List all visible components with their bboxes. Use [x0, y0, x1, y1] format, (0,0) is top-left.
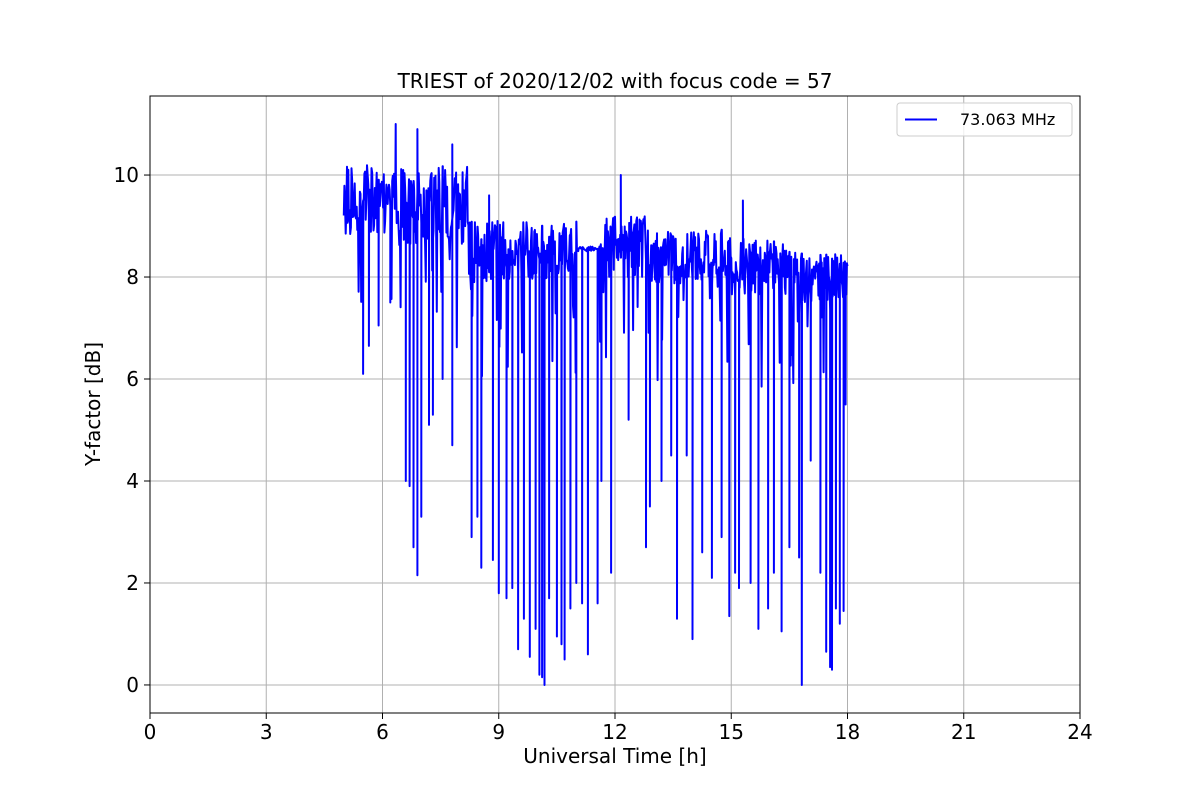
legend-label: 73.063 MHz — [960, 110, 1055, 129]
legend-box — [896, 102, 1073, 137]
x-tick-label: 9 — [492, 720, 505, 744]
x-tick-label: 3 — [260, 720, 273, 744]
series-group — [342, 123, 849, 686]
y-tick-label: 2 — [126, 571, 139, 595]
x-tick-label: 24 — [1067, 720, 1092, 744]
y-axis-ticks: 0 2 4 6 8 10 — [114, 163, 150, 697]
x-tick-label: 15 — [719, 720, 744, 744]
x-axis-title: Universal Time [h] — [523, 744, 706, 768]
y-tick-label: 4 — [126, 469, 139, 493]
x-axis-ticks: 0 3 6 9 12 15 18 21 24 — [144, 713, 1093, 744]
y-tick-label: 8 — [126, 265, 139, 289]
y-axis-title: Y-factor [dB] — [81, 342, 105, 467]
x-tick-label: 0 — [144, 720, 157, 744]
x-tick-label: 6 — [376, 720, 389, 744]
series-line — [342, 123, 849, 686]
x-tick-label: 18 — [835, 720, 860, 744]
legend: 73.063 MHz — [896, 102, 1073, 137]
x-tick-label: 12 — [602, 720, 627, 744]
y-tick-label: 10 — [114, 163, 139, 187]
y-tick-label: 0 — [126, 673, 139, 697]
chart-title: TRIEST of 2020/12/02 with focus code = 5… — [397, 69, 833, 93]
y-tick-label: 6 — [126, 367, 139, 391]
x-tick-label: 21 — [951, 720, 976, 744]
